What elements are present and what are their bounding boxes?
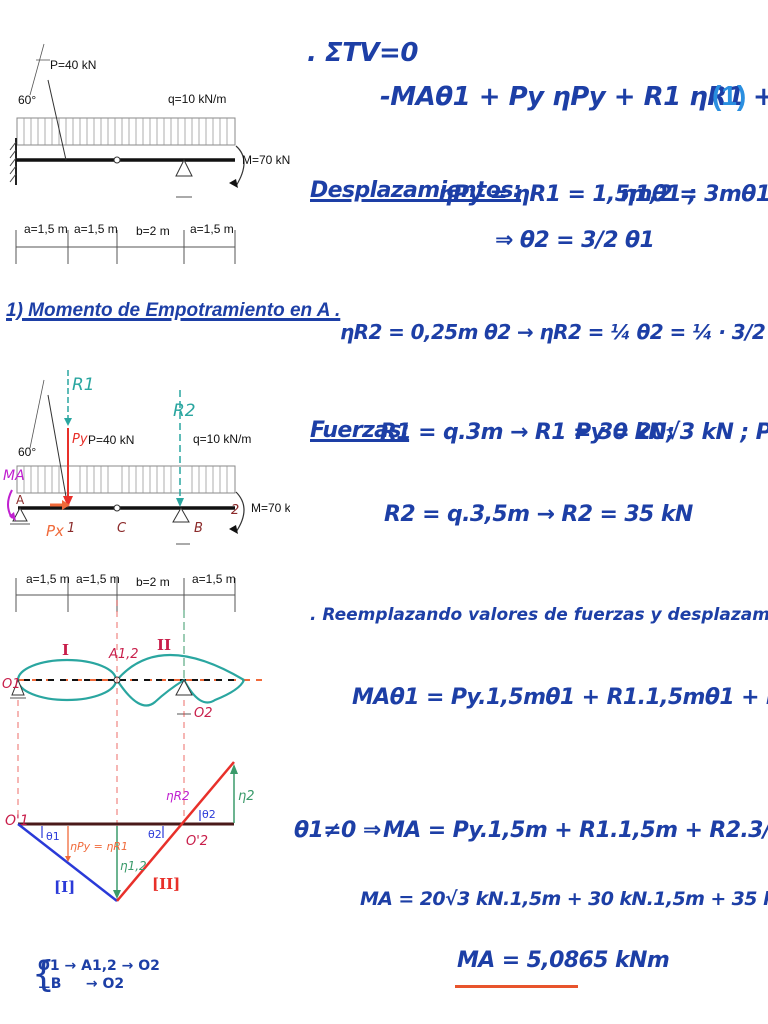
o2-prime-label: O'2 [186,834,208,849]
mid-load-p-label: P=40 kN [88,433,134,447]
eta-12-label: η1,2 [120,859,147,873]
structural-diagrams: P=40 kN 60° q=10 kN/m M=70 kNm a=1,5 m a… [2,43,290,902]
dim-label: a=1,5 m [24,222,68,236]
displacement-eq-4: ηR2 = 0,25m θ2 → ηR2 = ¼ θ2 = ¼ · 3/2 θ1… [340,320,768,344]
top-angle-label: 60° [18,93,36,107]
a12-label: A1,2 [108,647,139,662]
dim-label: a=1,5 m [190,222,234,236]
mid-load-q-label: q=10 kN/m [193,432,251,446]
mid-moment-label: M=70 kNm [251,501,290,515]
node-c-label: C [117,521,127,536]
virtual-work-equation: -MAθ1 + Py ηPy + R1 ηR1 + R2 ηR2 - Mθ2 =… [380,82,768,112]
forces-eq-3: R2 = q.3,5m → R2 = 35 kN [384,502,693,527]
legend-line-2: ⊥B → O2 [38,976,125,992]
displacement-label: Desplazamientos: [310,178,522,203]
substitution-eq-1: MAθ1 = Py.1,5mθ1 + R1.1,5mθ1 + R2.3/8 mθ… [352,685,768,710]
node-1-label: 1 [67,521,75,536]
dim-label: a=1,5 m [76,572,120,586]
chain-ii-label: II [157,636,171,654]
top-load-p-label: P=40 kN [50,58,96,72]
result-value: MA = 5,0865 kNm [457,948,670,973]
dim-label: a=1,5 m [74,222,118,236]
sum-tv-equation: . ΣTV=0 [307,38,418,68]
o2-label: O2 [194,706,213,721]
r2-label: R2 [173,401,196,421]
o1-label: O1 [2,677,21,692]
top-load-q-label: q=10 kN/m [168,92,226,106]
top-beam-diagram: P=40 kN 60° q=10 kN/m M=70 kNm [9,43,290,198]
theta1-label: θ1 [46,830,60,843]
displacement-diagram: O'1 O'2 θ1 θ2 θ2 ηPy = ηR1 η1,2 ηR2 η2 [… [5,761,255,902]
theta-condition: θ1≠0 ⇒ [294,818,381,843]
top-dimension-line: a=1,5 m a=1,5 m b=2 m a=1,5 m [15,222,236,264]
mid-beam-diagram: P=40 kN 60° q=10 kN/m R1 R2 Py Px MA A 1… [3,370,290,545]
ma-label: MA [3,468,25,484]
eta-py-label: ηPy = ηR1 [70,840,128,853]
chain-i-label: I [62,641,69,659]
displacement-eq-3: ⇒ θ2 = 3/2 θ1 [495,228,655,253]
mid-dimension-line: a=1,5 m a=1,5 m b=2 m a=1,5 m [15,572,236,612]
replacement-text: . Reemplazando valores de fuerzas y desp… [310,605,768,625]
top-moment-label: M=70 kNm [242,153,290,167]
dim-label: a=1,5 m [192,572,236,586]
o1-prime-label: O'1 [5,813,29,829]
section-title: 1) Momento de Empotramiento en A . [6,300,341,321]
node-b-label: B [194,521,203,536]
theta2-label: θ2 [148,828,162,841]
result-underline [455,985,578,988]
dim-label: b=2 m [136,224,170,238]
legend-line-1: O1 → A1,2 → O2 [38,958,160,974]
bar-i-label: [I] [54,878,75,896]
dim-label: b=2 m [136,575,170,589]
displacement-eq-2: η1,2 = 3mθ1 = 2mθ2 [620,182,768,207]
dim-label: a=1,5 m [26,572,70,586]
forces-label: Fuerzas: [310,418,410,443]
equation-number: (1) [712,80,747,111]
r1-label: R1 [72,375,95,395]
eta-r2-label: ηR2 [166,789,190,803]
px-label: Px [46,522,64,540]
theta2-label: θ2 [202,808,216,821]
mechanism-diagram: I II A1,2 O1 O2 [2,600,262,900]
brace-icon: { [32,954,55,995]
forces-eq-2: Py = 20√3 kN ; Px = 20 kN [575,420,768,445]
node-a-label: A [16,493,25,507]
forces-eq-1: R1 = q.3m → R1 = 30 kN; [380,420,675,445]
substitution-eq-2: MA = Py.1,5m + R1.1,5m + R2.3/8 m - M.3/… [383,818,768,843]
node-2-label: 2 [231,503,239,518]
mid-angle-label: 60° [18,445,36,459]
substitution-eq-3: MA = 20√3 kN.1,5m + 30 kN.1,5m + 35 kN.3… [360,888,768,910]
eta-2-label: η2 [238,789,255,804]
displacement-eq-1: ηPy = ηR1 = 1,5mθ1 ; [438,182,697,207]
kinematic-legend: { O1 → A1,2 → O2 ⊥B → O2 [32,957,160,993]
py-label: Py [72,432,88,447]
bar-ii-label: [II] [152,875,180,893]
